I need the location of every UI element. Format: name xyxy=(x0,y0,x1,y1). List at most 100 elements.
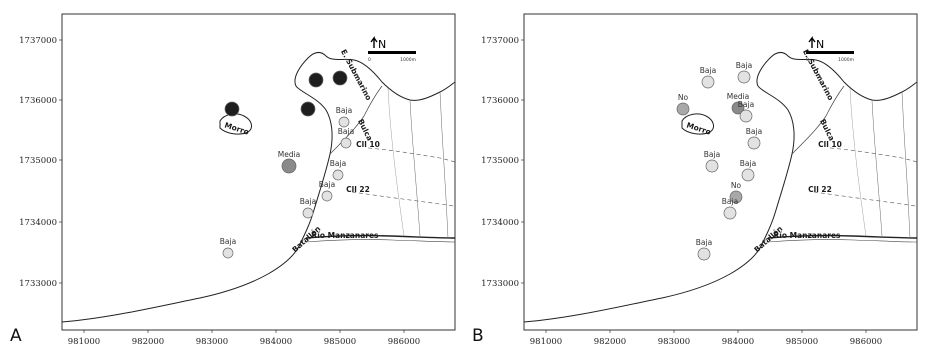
road xyxy=(791,85,845,155)
site-marker-baja xyxy=(723,206,737,220)
road xyxy=(871,99,883,237)
site-marker-alta xyxy=(224,101,240,117)
site-marker-baja xyxy=(222,247,234,259)
x-tick-label: 985000 xyxy=(786,337,818,347)
place-name: Cll 22 xyxy=(346,185,370,194)
street-cll10 xyxy=(367,147,456,163)
north-label: N xyxy=(816,38,824,51)
panel-letter-b: B xyxy=(472,326,484,346)
place-name: Río Manzanares xyxy=(311,231,379,240)
scale-bar xyxy=(368,51,416,54)
x-tick-label: 981000 xyxy=(68,337,100,347)
site-label: Baja xyxy=(330,159,346,168)
map-canvas-b: 981000 982000 983000 984000 985000 986000 1737… xyxy=(481,13,918,347)
site-marker-media xyxy=(281,158,297,174)
y-tick-label: 1734000 xyxy=(481,218,519,228)
y-tick-label: 1737000 xyxy=(19,36,57,46)
site-marker-baja xyxy=(705,159,719,173)
site-label: Baja xyxy=(696,238,712,247)
river-bank xyxy=(767,239,918,243)
site-marker-baja xyxy=(321,190,333,202)
y-tick-label: 1735000 xyxy=(481,156,519,166)
panel-letter-a: A xyxy=(10,326,22,346)
y-tick-label: 1733000 xyxy=(19,279,57,289)
road xyxy=(849,87,867,237)
site-marker-baja xyxy=(737,70,751,84)
x-tick-label: 982000 xyxy=(132,337,164,347)
site-label: Baja xyxy=(700,66,716,75)
site-marker-baja xyxy=(697,247,711,261)
road xyxy=(387,87,405,237)
street-cll22 xyxy=(813,191,918,207)
street-cll10 xyxy=(829,147,918,163)
scale-label-end: 1000m xyxy=(838,57,854,63)
map-frame xyxy=(61,13,456,331)
site-label: Baja xyxy=(220,237,236,246)
place-name: Cll 22 xyxy=(808,185,832,194)
site-marker-alta xyxy=(300,101,316,117)
scale-label-start: 0 xyxy=(368,57,371,63)
map-panel-a: 981000 982000 983000 984000 985000 986000 1737… xyxy=(0,0,462,354)
site-label: Baja xyxy=(738,100,754,109)
site-label: No xyxy=(678,93,689,102)
site-marker-baja xyxy=(741,168,755,182)
road xyxy=(409,99,421,237)
x-tick-label: 984000 xyxy=(260,337,292,347)
road xyxy=(439,91,449,239)
coastline xyxy=(523,51,918,323)
x-tick-label: 986000 xyxy=(388,337,420,347)
site-marker-baja xyxy=(302,207,314,219)
site-label: Baja xyxy=(338,127,354,136)
site-marker-baja xyxy=(747,136,761,150)
map-canvas-a: 981000 982000 983000 984000 985000 986000 1737… xyxy=(19,13,456,347)
x-tick-label: 983000 xyxy=(658,337,690,347)
north-label: N xyxy=(378,38,386,51)
site-marker-no xyxy=(676,102,690,116)
site-marker-alta xyxy=(332,70,348,86)
north-arrow-icon xyxy=(808,35,816,48)
x-tick-label: 984000 xyxy=(722,337,754,347)
site-label: Media xyxy=(278,150,301,159)
y-tick-label: 1735000 xyxy=(19,156,57,166)
site-label: Media xyxy=(727,92,750,101)
x-tick-label: 982000 xyxy=(594,337,626,347)
x-tick-label: 986000 xyxy=(850,337,882,347)
north-arrow-icon xyxy=(370,35,378,48)
river-bank xyxy=(305,239,456,243)
site-marker-media xyxy=(731,101,745,115)
scale-label-end: 1000m xyxy=(400,57,416,63)
site-label: Baja xyxy=(336,106,352,115)
street-cll22 xyxy=(351,191,456,207)
morro-headland xyxy=(681,113,714,135)
site-marker-baja xyxy=(332,169,344,181)
river-manzanares xyxy=(767,234,918,239)
scale-label-start: 0 xyxy=(806,57,809,63)
x-tick-label: 985000 xyxy=(324,337,356,347)
site-label: Baja xyxy=(319,180,335,189)
place-name: Río Manzanares xyxy=(773,231,841,240)
site-label: Baja xyxy=(704,150,720,159)
place-name: Cll 10 xyxy=(356,140,380,149)
scale-bar xyxy=(806,51,854,54)
site-label: Baja xyxy=(746,127,762,136)
y-tick-label: 1734000 xyxy=(19,218,57,228)
site-marker-baja xyxy=(739,109,753,123)
site-marker-baja xyxy=(338,116,350,128)
site-label: No xyxy=(731,181,742,190)
place-name: Cll 10 xyxy=(818,140,842,149)
map-panel-b: 981000 982000 983000 984000 985000 986000 1737… xyxy=(462,0,924,354)
x-tick-label: 983000 xyxy=(196,337,228,347)
site-marker-alta xyxy=(308,72,324,88)
site-label: Baja xyxy=(300,197,316,206)
site-marker-baja xyxy=(701,75,715,89)
site-label: Baja xyxy=(736,61,752,70)
site-label: Baja xyxy=(740,159,756,168)
road xyxy=(901,91,911,239)
site-label: Baja xyxy=(722,197,738,206)
river-manzanares xyxy=(305,234,456,239)
site-marker-baja xyxy=(340,137,352,149)
map-frame xyxy=(523,13,918,331)
x-tick-label: 981000 xyxy=(530,337,562,347)
y-tick-label: 1736000 xyxy=(19,96,57,106)
y-tick-label: 1736000 xyxy=(481,96,519,106)
